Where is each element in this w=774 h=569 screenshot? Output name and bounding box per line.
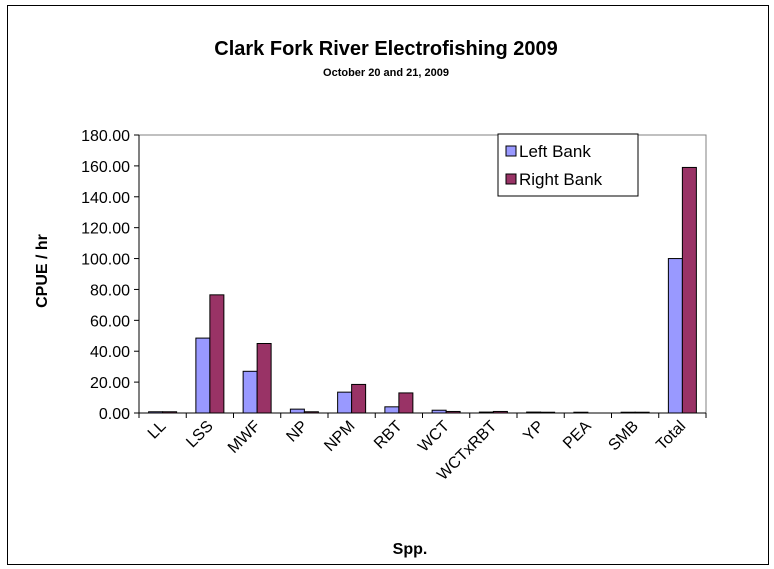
bar-left-bank	[478, 411, 494, 414]
x-tick-label: LSS	[183, 418, 216, 451]
plot-area: 0.00 20.00 40.00 60.00 80.00 100.00 120.00 140.…	[81, 128, 707, 484]
y-tick-label: 60.00	[90, 313, 130, 330]
bar-left-bank	[431, 409, 447, 414]
bar-right-bank	[162, 411, 178, 414]
bar-left-bank	[526, 411, 542, 414]
bar-chart: Clark Fork River Electrofishing 2009 Oct…	[34, 38, 707, 558]
bar-left-bank	[195, 337, 211, 414]
bar-right-bank	[303, 411, 319, 414]
y-tick-label: 0.00	[99, 406, 130, 423]
bar-left-bank	[337, 391, 353, 414]
legend-label: Right Bank	[519, 170, 603, 189]
bar-right-bank	[492, 410, 508, 414]
bar-left-bank	[289, 408, 305, 414]
y-tick-label: 40.00	[90, 344, 130, 361]
y-tick-label: 100.00	[81, 252, 130, 269]
bar-left-bank	[384, 406, 400, 414]
bar-right-bank	[634, 411, 650, 414]
y-tick-label: 140.00	[81, 190, 130, 207]
bar-right-bank	[445, 410, 461, 414]
bar-right-bank	[256, 343, 272, 414]
y-axis-label: CPUE / hr	[34, 234, 51, 308]
x-tick-label: RBT	[371, 418, 406, 453]
x-tick-label: NPM	[321, 418, 358, 455]
bar-left-bank	[667, 258, 683, 414]
x-tick-label: YP	[520, 418, 547, 445]
y-tick-label: 180.00	[81, 128, 130, 145]
chart-subtitle: October 20 and 21, 2009	[323, 67, 449, 79]
bar-left-bank	[148, 411, 164, 414]
x-tick-label: WCT	[415, 418, 453, 456]
legend-swatch	[505, 173, 517, 185]
bar-left-bank	[573, 411, 589, 414]
legend-box	[497, 133, 639, 197]
bar-right-bank	[540, 411, 556, 414]
x-tick-label: PEA	[560, 418, 595, 453]
bar-right-bank	[351, 383, 367, 414]
bar-right-bank	[398, 392, 414, 414]
legend: Left Bank Right Bank	[497, 133, 639, 197]
x-tick-label: SMB	[605, 418, 642, 455]
y-tick-label: 160.00	[81, 159, 130, 176]
x-tick-label: NP	[283, 418, 311, 446]
x-tick-label: LL	[145, 418, 170, 443]
legend-swatch	[505, 145, 517, 157]
y-tick-label: 20.00	[90, 375, 130, 392]
chart-frame: Clark Fork River Electrofishing 2009 Oct…	[7, 5, 769, 565]
bar-left-bank	[620, 411, 636, 414]
y-tick-label: 80.00	[90, 282, 130, 299]
legend-label: Left Bank	[519, 142, 591, 161]
bar-right-bank	[681, 166, 697, 414]
y-tick-label: 120.00	[81, 221, 130, 238]
x-axis-label: Spp.	[393, 541, 428, 558]
chart-title: Clark Fork River Electrofishing 2009	[214, 38, 557, 60]
bar-left-bank	[242, 370, 258, 414]
x-tick-label: Total	[653, 418, 689, 454]
bar-right-bank	[209, 294, 225, 414]
x-tick-label: MWF	[225, 418, 264, 457]
